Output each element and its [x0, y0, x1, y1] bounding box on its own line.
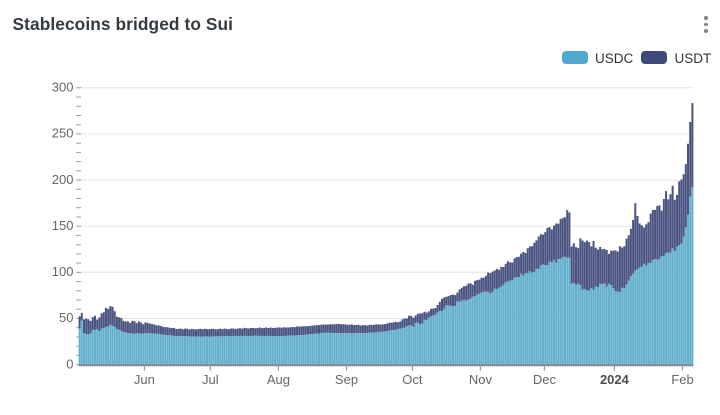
svg-text:200: 200 [52, 172, 74, 187]
svg-text:Dec: Dec [533, 372, 557, 387]
svg-text:100: 100 [52, 264, 74, 279]
svg-text:2024: 2024 [600, 372, 630, 387]
svg-text:Feb: Feb [671, 372, 693, 387]
svg-text:0: 0 [66, 356, 73, 371]
svg-text:300: 300 [52, 80, 74, 95]
svg-text:150: 150 [52, 218, 74, 233]
svg-text:250: 250 [52, 126, 74, 141]
svg-text:Sep: Sep [335, 372, 358, 387]
svg-text:Oct: Oct [402, 372, 423, 387]
svg-text:50: 50 [59, 310, 73, 325]
svg-text:Aug: Aug [267, 372, 290, 387]
svg-text:Jul: Jul [202, 372, 219, 387]
svg-text:Nov: Nov [469, 372, 493, 387]
svg-text:Jun: Jun [134, 372, 155, 387]
